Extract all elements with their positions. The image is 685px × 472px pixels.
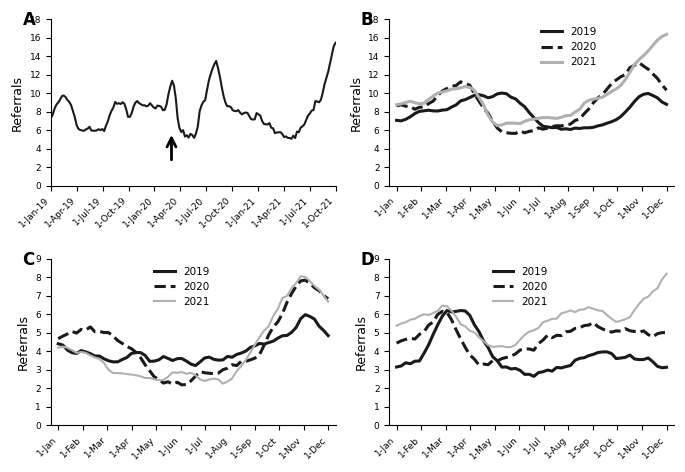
- Text: B: B: [361, 11, 373, 29]
- Y-axis label: Referrals: Referrals: [17, 314, 30, 370]
- Y-axis label: Referrals: Referrals: [11, 75, 24, 131]
- Legend: 2019, 2020, 2021: 2019, 2020, 2021: [488, 262, 552, 311]
- Legend: 2019, 2020, 2021: 2019, 2020, 2021: [537, 23, 601, 72]
- Text: A: A: [23, 11, 36, 29]
- Text: C: C: [23, 251, 35, 269]
- Y-axis label: Referrals: Referrals: [356, 314, 369, 370]
- Y-axis label: Referrals: Referrals: [349, 75, 362, 131]
- Legend: 2019, 2020, 2021: 2019, 2020, 2021: [150, 262, 214, 311]
- Text: D: D: [361, 251, 375, 269]
